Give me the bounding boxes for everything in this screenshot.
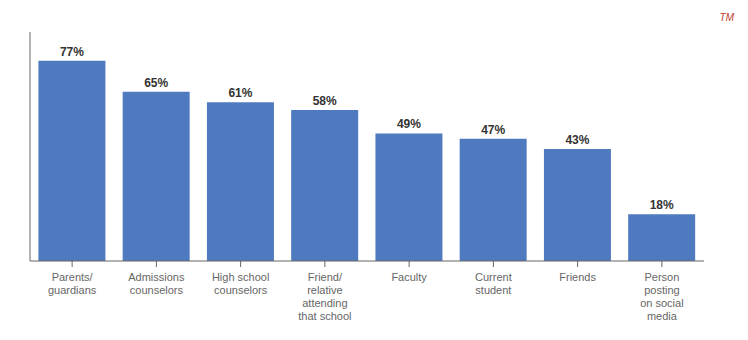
svg-text:61%: 61%: [228, 86, 252, 100]
svg-text:47%: 47%: [481, 123, 505, 137]
svg-text:18%: 18%: [650, 198, 674, 212]
svg-text:Faculty: Faculty: [391, 271, 427, 283]
svg-text:Friend/relativeattendingthat s: Friend/relativeattendingthat school: [298, 271, 351, 322]
svg-text:Currentstudent: Currentstudent: [475, 271, 512, 296]
svg-text:58%: 58%: [313, 94, 337, 108]
svg-text:Friends: Friends: [559, 271, 596, 283]
svg-text:49%: 49%: [397, 117, 421, 131]
svg-text:Admissionscounselors: Admissionscounselors: [128, 271, 185, 296]
svg-text:High schoolcounselors: High schoolcounselors: [212, 271, 269, 296]
html-text:TM: TM: [719, 12, 734, 23]
svg-text:65%: 65%: [144, 76, 168, 90]
svg-text:Parents/guardians: Parents/guardians: [48, 271, 97, 296]
svg-text:77%: 77%: [60, 45, 84, 59]
svg-text:43%: 43%: [565, 133, 589, 147]
svg-text:Personpostingon socialmedia: Personpostingon socialmedia: [640, 271, 683, 322]
